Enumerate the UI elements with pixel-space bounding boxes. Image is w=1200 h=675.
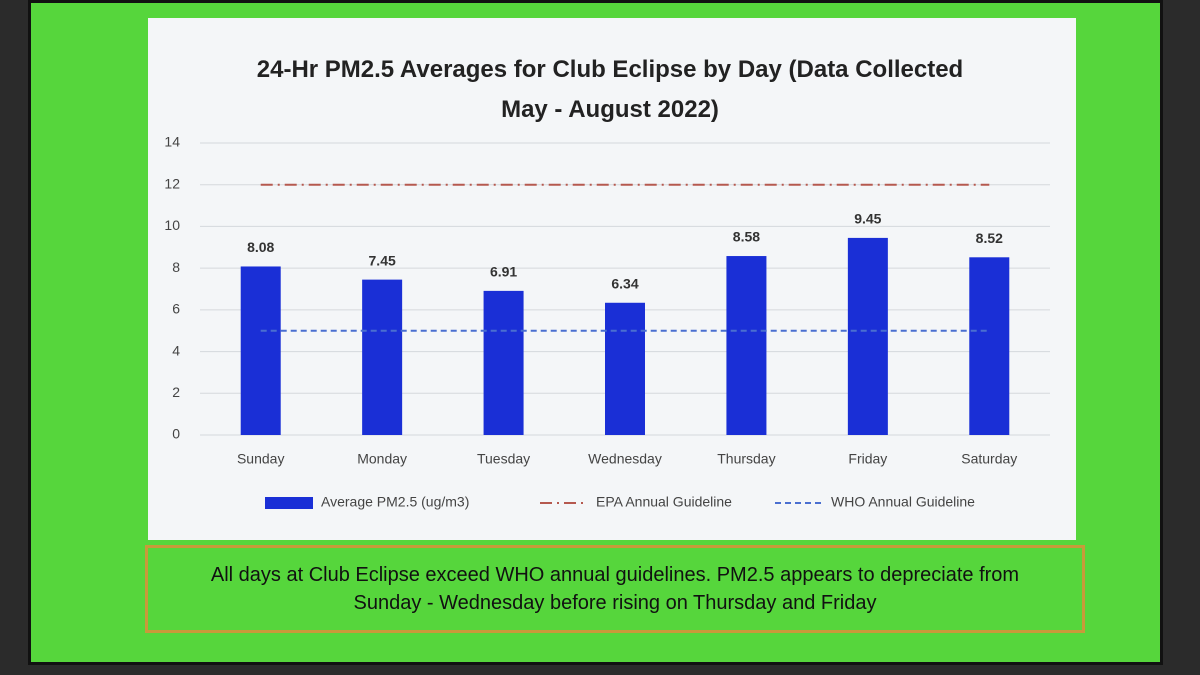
x-tick-label: Friday	[848, 451, 887, 467]
y-tick-label: 10	[164, 217, 180, 233]
x-tick-label: Thursday	[717, 451, 775, 467]
bar	[847, 237, 888, 435]
y-tick-label: 2	[172, 384, 180, 400]
legend-label: EPA Annual Guideline	[596, 494, 732, 510]
data-label: 7.45	[369, 252, 396, 268]
legend-swatch	[265, 497, 313, 509]
y-tick-label: 8	[172, 259, 180, 275]
y-tick-label: 14	[164, 134, 180, 150]
y-tick-label: 4	[172, 342, 180, 358]
y-tick-label: 12	[164, 175, 180, 191]
data-label: 8.52	[976, 230, 1003, 246]
data-label: 6.34	[611, 275, 638, 291]
x-tick-label: Saturday	[961, 451, 1017, 467]
x-tick-label: Sunday	[237, 451, 284, 467]
chart-title: 24-Hr PM2.5 Averages for Club Eclipse by…	[256, 56, 964, 123]
data-label: 6.91	[490, 264, 517, 280]
y-tick-label: 0	[172, 426, 180, 442]
bar	[362, 279, 403, 435]
legend-label: WHO Annual Guideline	[831, 494, 975, 510]
data-label: 8.08	[247, 239, 274, 255]
bar	[969, 257, 1010, 435]
x-tick-label: Monday	[357, 451, 407, 467]
annotation: All days at Club Eclipse exceed WHO annu…	[145, 545, 1085, 633]
y-tick-label: 6	[172, 301, 180, 317]
legend-label: Average PM2.5 (ug/m3)	[321, 494, 469, 510]
data-label: 8.58	[733, 229, 760, 245]
data-label: 9.45	[854, 211, 881, 227]
chart-panel	[148, 18, 1076, 540]
x-tick-label: Wednesday	[588, 451, 662, 467]
bar	[240, 266, 281, 435]
bar	[483, 290, 524, 435]
x-tick-label: Tuesday	[477, 451, 530, 467]
bar	[605, 302, 645, 435]
bar	[726, 256, 767, 435]
